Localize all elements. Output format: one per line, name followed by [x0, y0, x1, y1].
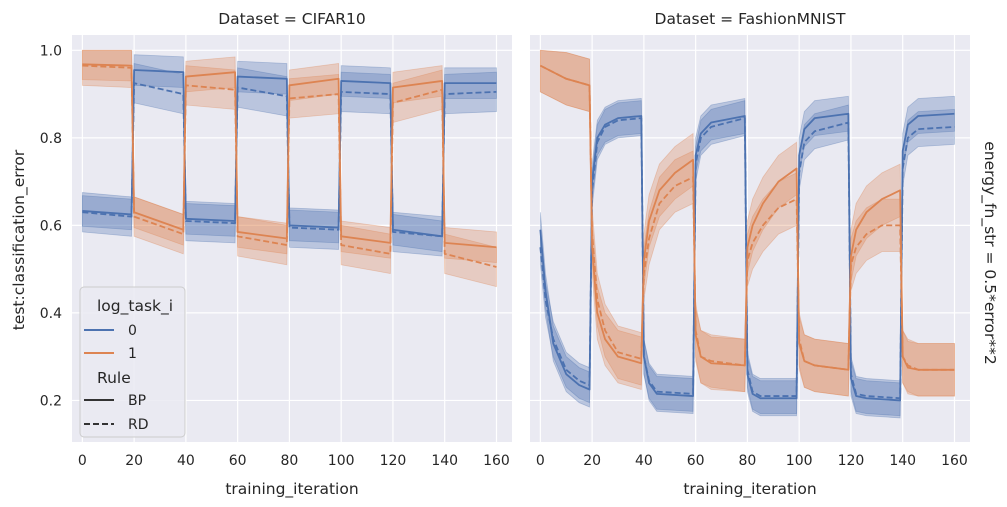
legend-label-0: 0 — [128, 323, 137, 339]
series-lines — [82, 63, 497, 268]
y-tick-label: 1.0 — [40, 43, 62, 59]
legend-label-1: 1 — [128, 346, 137, 362]
legend-label-rd: RD — [128, 417, 149, 433]
y-tick-labels: 0.2 0.4 0.6 0.8 1.0 — [40, 43, 62, 409]
y-tick-label: 0.2 — [40, 393, 62, 409]
line-series-1-rd — [82, 64, 497, 268]
line-series-1-rd — [539, 64, 955, 371]
x-axis-title: training_iteration — [225, 480, 358, 499]
x-tick-label: 60 — [229, 453, 247, 469]
y-tick-label: 0.8 — [40, 131, 62, 147]
legend-hue-title: log_task_i — [97, 297, 173, 316]
x-tick-labels: 0 20 40 60 80 100 120 140 160 — [536, 453, 968, 469]
y-tick-label: 0.6 — [40, 218, 62, 234]
x-tick-label: 20 — [583, 453, 601, 469]
series-lines — [539, 64, 955, 402]
x-tick-label: 20 — [125, 453, 143, 469]
panel-fashionmnist: 0 20 40 60 80 100 120 140 160 Dataset = FashionM… — [530, 10, 970, 499]
x-tick-label: 80 — [738, 453, 756, 469]
x-tick-label: 100 — [786, 453, 813, 469]
legend-label-bp: BP — [128, 393, 146, 409]
x-tick-label: 0 — [536, 453, 545, 469]
x-tick-label: 160 — [941, 453, 968, 469]
x-tick-label: 120 — [380, 453, 407, 469]
band-series-1-rd — [539, 49, 955, 397]
line-series-0-rd — [539, 117, 955, 400]
x-tick-label: 100 — [328, 453, 355, 469]
line-series-1-bp — [82, 63, 497, 249]
panel-title: Dataset = FashionMNIST — [655, 10, 846, 28]
row-facet-label: energy_fn_str = 0.5*error**2 — [980, 141, 999, 364]
band-series-1-bp — [539, 49, 955, 397]
x-tick-label: 40 — [177, 453, 195, 469]
x-tick-label: 40 — [635, 453, 653, 469]
x-tick-label: 160 — [483, 453, 510, 469]
x-tick-label: 0 — [78, 453, 87, 469]
x-tick-label: 80 — [280, 453, 298, 469]
y-axis-title: test:classification_error — [10, 149, 29, 330]
x-tick-label: 120 — [838, 453, 865, 469]
line-series-1-bp — [539, 64, 955, 371]
x-tick-label: 140 — [431, 453, 458, 469]
y-tick-label: 0.4 — [40, 306, 62, 322]
x-tick-labels: 0 20 40 60 80 100 120 140 160 — [78, 453, 510, 469]
x-tick-label: 60 — [687, 453, 705, 469]
legend-style-title: Rule — [97, 369, 131, 387]
x-tick-label: 140 — [889, 453, 916, 469]
legend: log_task_i 0 1 Rule BP RD — [79, 286, 186, 438]
panel-title: Dataset = CIFAR10 — [218, 10, 366, 28]
x-axis-title: training_iteration — [683, 480, 816, 499]
